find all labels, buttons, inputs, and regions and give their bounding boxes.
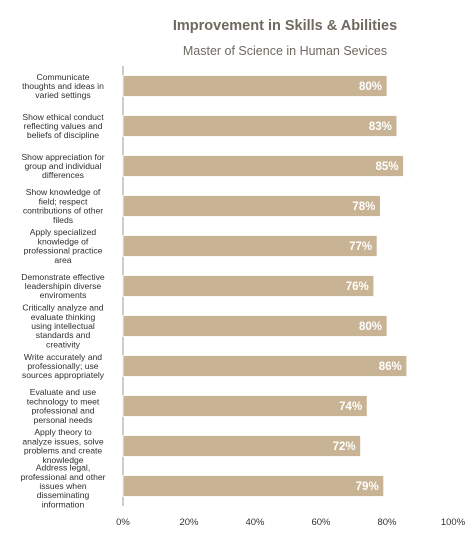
bar-value-label: 80% xyxy=(359,81,382,93)
bar-value-label: 74% xyxy=(339,401,362,413)
category-label-line: group and individual xyxy=(25,161,102,171)
category-label-line: professional and other xyxy=(20,472,105,482)
category-label-line: reflecting values and xyxy=(24,121,103,131)
bar xyxy=(122,395,368,417)
x-tick-label: 60% xyxy=(311,517,331,528)
category-label-line: differences xyxy=(42,170,84,180)
category-label-line: Demonstrate effective xyxy=(21,272,105,282)
category-label-line: leadershipin diverse xyxy=(25,281,102,291)
bar xyxy=(122,75,388,97)
bar xyxy=(122,435,362,457)
bar-value-label: 78% xyxy=(352,201,375,213)
x-tick-label: 100% xyxy=(441,517,466,528)
bar xyxy=(122,235,378,257)
category-label-line: area xyxy=(54,255,71,265)
category-label-line: standards and xyxy=(36,330,91,340)
category-label-line: evaluate thinking xyxy=(31,312,96,322)
category-label: Show knowledge of field; respect contribut… xyxy=(23,187,103,225)
category-label-line: disseminating xyxy=(37,490,90,500)
bar xyxy=(122,195,381,217)
category-label-line: Address legal, xyxy=(36,463,90,473)
category-label: Evaluate and use technology to meet profes… xyxy=(27,387,100,425)
category-label-line: Communicate xyxy=(36,72,89,82)
category-label-line: technology to meet xyxy=(27,396,100,406)
bar-value-label: 83% xyxy=(369,121,392,133)
bar-value-label: 79% xyxy=(356,481,379,493)
category-label: Critically analyze and evaluate thinking u… xyxy=(22,303,103,350)
chart-title: Improvement in Skills & Abilities xyxy=(173,18,397,34)
category-label-line: Show ethical conduct xyxy=(22,112,104,122)
category-label-line: professionally; use xyxy=(27,361,98,371)
bar-value-label: 77% xyxy=(349,241,372,253)
x-tick-label: 40% xyxy=(245,517,265,528)
category-label-line: information xyxy=(42,499,85,509)
category-label: Apply specialized knowledge of professiona… xyxy=(24,227,103,265)
bar-value-label: 85% xyxy=(375,161,398,173)
bar xyxy=(122,155,404,177)
bar xyxy=(122,275,375,297)
category-label-line: issues when xyxy=(39,481,87,491)
category-label-line: problems and create xyxy=(24,446,103,456)
category-label-line: Apply specialized xyxy=(30,227,97,237)
chart-subtitle: Master of Science in Human Sevices xyxy=(183,44,387,58)
category-labels-group: Communicate thoughts and ideas in varied s… xyxy=(20,72,105,510)
category-label-line: field; respect xyxy=(39,196,88,206)
category-label-line: Show appreciation for xyxy=(21,152,104,162)
bar-value-label: 86% xyxy=(379,361,402,373)
category-label-line: Write accurately and xyxy=(24,352,102,362)
category-label-line: professional practice xyxy=(24,246,103,256)
category-label-line: contributions of other xyxy=(23,206,103,216)
category-label-line: sources appropriately xyxy=(22,370,105,380)
bar xyxy=(122,115,398,137)
category-label-line: analyze issues, solve xyxy=(22,436,103,446)
category-label-line: thoughts and ideas in xyxy=(22,81,104,91)
category-label-line: Critically analyze and xyxy=(22,303,103,313)
bar-value-label: 80% xyxy=(359,321,382,333)
category-label: Show ethical conduct reflecting values an… xyxy=(22,112,104,140)
x-tick-label: 80% xyxy=(377,517,397,528)
category-label: Write accurately and professionally; use s… xyxy=(22,352,105,380)
x-tick-label: 20% xyxy=(179,517,199,528)
bar xyxy=(122,475,385,497)
category-label-line: using intellectual xyxy=(31,321,95,331)
category-label-line: knowledge xyxy=(42,455,83,465)
category-label-line: beliefs of discipline xyxy=(27,130,99,140)
category-label-line: Apply theory to xyxy=(34,427,92,437)
category-label-line: Show knowledge of xyxy=(26,187,101,197)
category-label: Address legal, professional and other issu… xyxy=(20,463,105,510)
category-label-line: varied settings xyxy=(35,90,90,100)
category-label-line: fileds xyxy=(53,215,73,225)
category-label-line: knowledge of xyxy=(38,236,89,246)
bar xyxy=(122,315,388,337)
category-label-line: professional and xyxy=(31,406,94,416)
x-tick-labels-group: 0% 20% 40% 60% 80% 100% xyxy=(116,517,466,528)
bar-value-label: 76% xyxy=(346,281,369,293)
bars-group: 80% 83% 85% 78% 77% 76% 80% 86% 74% 72% 79% xyxy=(122,75,408,497)
category-label: Show appreciation for group and individua… xyxy=(21,152,104,180)
category-label-line: enviroments xyxy=(40,290,87,300)
category-label: Communicate thoughts and ideas in varied s… xyxy=(22,72,104,100)
category-label: Apply theory to analyze issues, solve prob… xyxy=(22,427,103,465)
bar xyxy=(122,355,408,377)
category-label: Demonstrate effective leadershipin divers… xyxy=(21,272,105,300)
x-tick-label: 0% xyxy=(116,517,130,528)
category-label-line: Evaluate and use xyxy=(30,387,97,397)
category-label-line: personal needs xyxy=(34,415,93,425)
bar-value-label: 72% xyxy=(333,441,356,453)
category-label-line: creativity xyxy=(46,339,81,349)
